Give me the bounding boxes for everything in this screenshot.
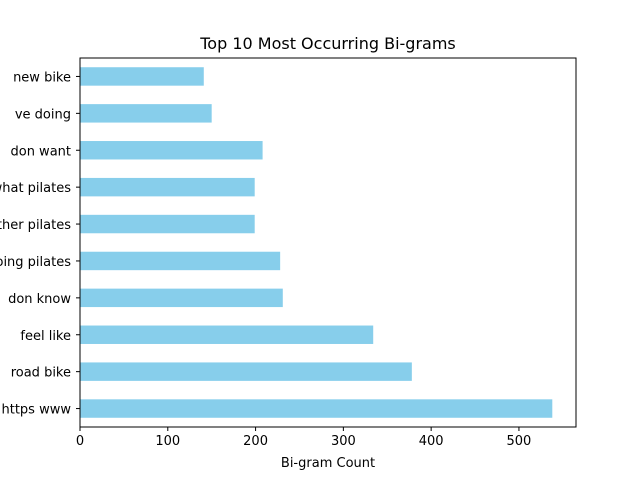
x-tick-label: 0 <box>76 434 84 449</box>
bar <box>80 214 255 234</box>
x-tick-label: 500 <box>507 434 532 449</box>
x-axis-label: Bi-gram Count <box>281 456 375 471</box>
bar <box>80 141 263 160</box>
y-tick-label: ve doing <box>15 107 71 122</box>
y-tick-label: don want <box>10 144 71 159</box>
y-tick-label: other pilates <box>0 218 71 233</box>
bars-group <box>80 67 553 418</box>
bar <box>80 399 553 418</box>
plot-frame <box>79 57 577 428</box>
bar <box>80 67 204 86</box>
x-tick-label: 300 <box>331 434 356 449</box>
y-tick-label: don know <box>8 292 71 307</box>
y-tick-label: what pilates <box>0 181 71 196</box>
x-tick-label: 400 <box>419 434 444 449</box>
x-tick-label: 100 <box>155 434 180 449</box>
y-tick-label: doing pilates <box>0 255 71 270</box>
bar <box>80 362 412 381</box>
bar <box>80 288 283 308</box>
bar <box>80 177 255 197</box>
x-tick-label: 200 <box>243 434 268 449</box>
x-ticks-group: 0 100 200 300 400 500 <box>76 427 531 449</box>
bar <box>80 104 212 123</box>
bar <box>80 251 281 271</box>
y-ticks-group: https www road bike feel like don know doing… <box>0 70 80 418</box>
chart-title: Top 10 Most Occurring Bi-grams <box>199 34 456 53</box>
y-tick-label: new bike <box>13 70 71 85</box>
y-tick-label: road bike <box>11 366 71 381</box>
y-tick-label: https www <box>2 403 72 418</box>
y-tick-label: feel like <box>20 329 71 344</box>
bar <box>80 325 374 344</box>
